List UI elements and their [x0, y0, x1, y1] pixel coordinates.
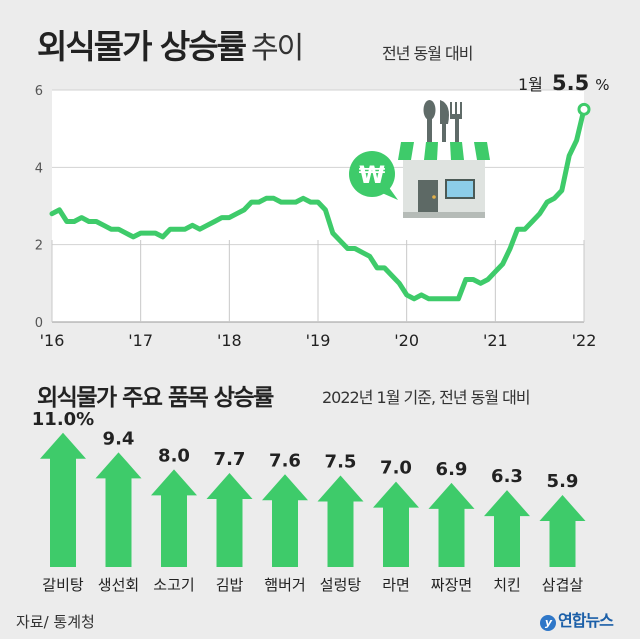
x-tick-label: '22 — [572, 331, 597, 350]
bar-value-label: 5.9 — [547, 471, 579, 492]
end-point-month: 1월 — [518, 75, 543, 94]
bar-chart-title: 외식물가 주요 품목 상승률 — [37, 385, 274, 411]
page-title: 외식물가 상승률 추이 — [37, 20, 304, 68]
bar-category-label: 짜장면 — [431, 576, 472, 594]
x-tick-label: '19 — [306, 331, 331, 350]
bar-value-label: 6.9 — [436, 459, 468, 480]
bar-category-label: 소고기 — [153, 576, 194, 594]
y-tick-labels: 0 2 4 6 — [35, 84, 43, 331]
bar-value-label: 7.0 — [380, 458, 412, 479]
bar-category-label: 라면 — [382, 576, 410, 594]
bar-category-label: 갈비탕 — [42, 576, 84, 594]
logo-text: 연합뉴스 — [558, 611, 614, 630]
bar-value-labels: 11.0% 9.4 8.0 7.7 7.6 7.5 7.0 6.9 6.3 5.9 — [32, 409, 579, 492]
bar-value-label: 7.5 — [325, 452, 357, 473]
bar-arrow — [262, 474, 308, 567]
bar-arrow — [428, 482, 475, 567]
bar-arrow — [373, 481, 419, 567]
title-suffix: 추이 — [251, 31, 304, 66]
bar-arrow — [206, 473, 253, 567]
bar-arrow — [40, 432, 86, 567]
title-text: 외식물가 상승률 — [37, 27, 247, 66]
x-tick-label: '17 — [128, 331, 153, 350]
bar-arrow — [484, 490, 530, 567]
source-note: 자료/ 통계청 — [16, 613, 95, 631]
x-tick-label: '21 — [483, 331, 508, 350]
y-tick-label: 4 — [35, 161, 43, 176]
x-tick-label: '16 — [40, 331, 65, 350]
x-tick-labels: '16 '17 '18 '19 '20 '21 '22 — [40, 240, 597, 350]
bar-value-label: 11.0% — [32, 409, 94, 430]
restaurant-store-icon — [398, 142, 490, 218]
fork-knife-spoon-icon — [423, 100, 462, 142]
bar-value-label: 7.6 — [269, 450, 301, 471]
bar-category-labels: 갈비탕 생선회 소고기 김밥 햄버거 설렁탕 라면 짜장면 치킨 삼겹살 — [42, 576, 583, 594]
bar-arrows — [40, 432, 586, 567]
end-point-value: 5.5 — [552, 71, 589, 95]
bar-value-label: 9.4 — [103, 428, 135, 449]
publisher-logo: y 연합뉴스 — [540, 607, 614, 631]
y-tick-label: 6 — [35, 84, 43, 99]
bar-value-label: 7.7 — [214, 449, 246, 470]
bar-category-label: 치킨 — [493, 576, 521, 594]
bar-arrow — [151, 469, 197, 567]
bar-value-label: 8.0 — [158, 445, 190, 466]
x-tick-label: '20 — [394, 331, 419, 350]
bar-category-label: 햄버거 — [264, 576, 305, 594]
bar-category-label: 삼겹살 — [542, 576, 584, 594]
bar-category-label: 설렁탕 — [320, 576, 362, 594]
end-point-marker — [577, 102, 591, 116]
line-chart: 0 2 4 6 '16 '17 '18 '19 '20 '21 '22 1월 5.5 % ₩ — [35, 71, 610, 350]
y-tick-label: 0 — [35, 316, 43, 331]
bar-arrow — [539, 495, 586, 567]
end-point-unit: % — [595, 76, 609, 94]
series-points — [51, 109, 585, 299]
bar-category-label: 김밥 — [216, 576, 244, 594]
line-chart-subtitle: 전년 동월 대비 — [382, 44, 473, 63]
y-tick-label: 2 — [35, 239, 43, 254]
logo-mark-icon: y — [540, 615, 556, 631]
end-point-label: 1월 5.5 % — [518, 71, 610, 95]
bar-category-label: 생선회 — [98, 576, 139, 594]
bar-chart-subtitle: 2022년 1월 기준, 전년 동월 대비 — [322, 388, 531, 407]
bar-value-label: 6.3 — [491, 466, 523, 487]
won-coin-icon: ₩ — [349, 151, 398, 200]
svg-text:₩: ₩ — [359, 161, 386, 189]
x-tick-label: '18 — [217, 331, 242, 350]
bar-arrow — [95, 452, 142, 567]
bar-arrow — [317, 475, 364, 567]
